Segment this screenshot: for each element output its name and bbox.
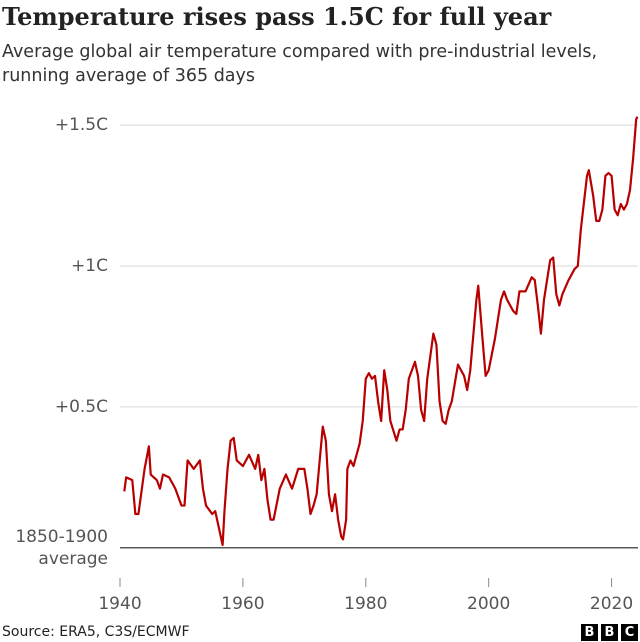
chart-title: Temperature rises pass 1.5C for full yea…: [2, 2, 552, 31]
x-tick-label: 2000: [467, 594, 511, 614]
source: Source: ERA5, C3S/ECMWF: [2, 624, 190, 640]
x-tick-label: 1980: [344, 594, 388, 614]
y-tick-label: +0.5C: [54, 396, 108, 417]
y-tick-label: 1850-1900 average: [15, 526, 108, 569]
x-tick-label: 1940: [98, 594, 142, 614]
logo-letter: C: [621, 624, 638, 641]
logo-letter: B: [601, 624, 618, 641]
x-tick-label: 1960: [221, 594, 265, 614]
logo: B B C: [581, 624, 638, 641]
temperature-line: [123, 116, 639, 547]
logo-letter: B: [581, 624, 598, 641]
y-tick-label: +1C: [71, 256, 108, 276]
y-tick-label: +1.5C: [54, 115, 108, 136]
x-tick-label: 2020: [589, 594, 634, 614]
chart-subtitle: Average global air temperature compared …: [2, 42, 598, 86]
